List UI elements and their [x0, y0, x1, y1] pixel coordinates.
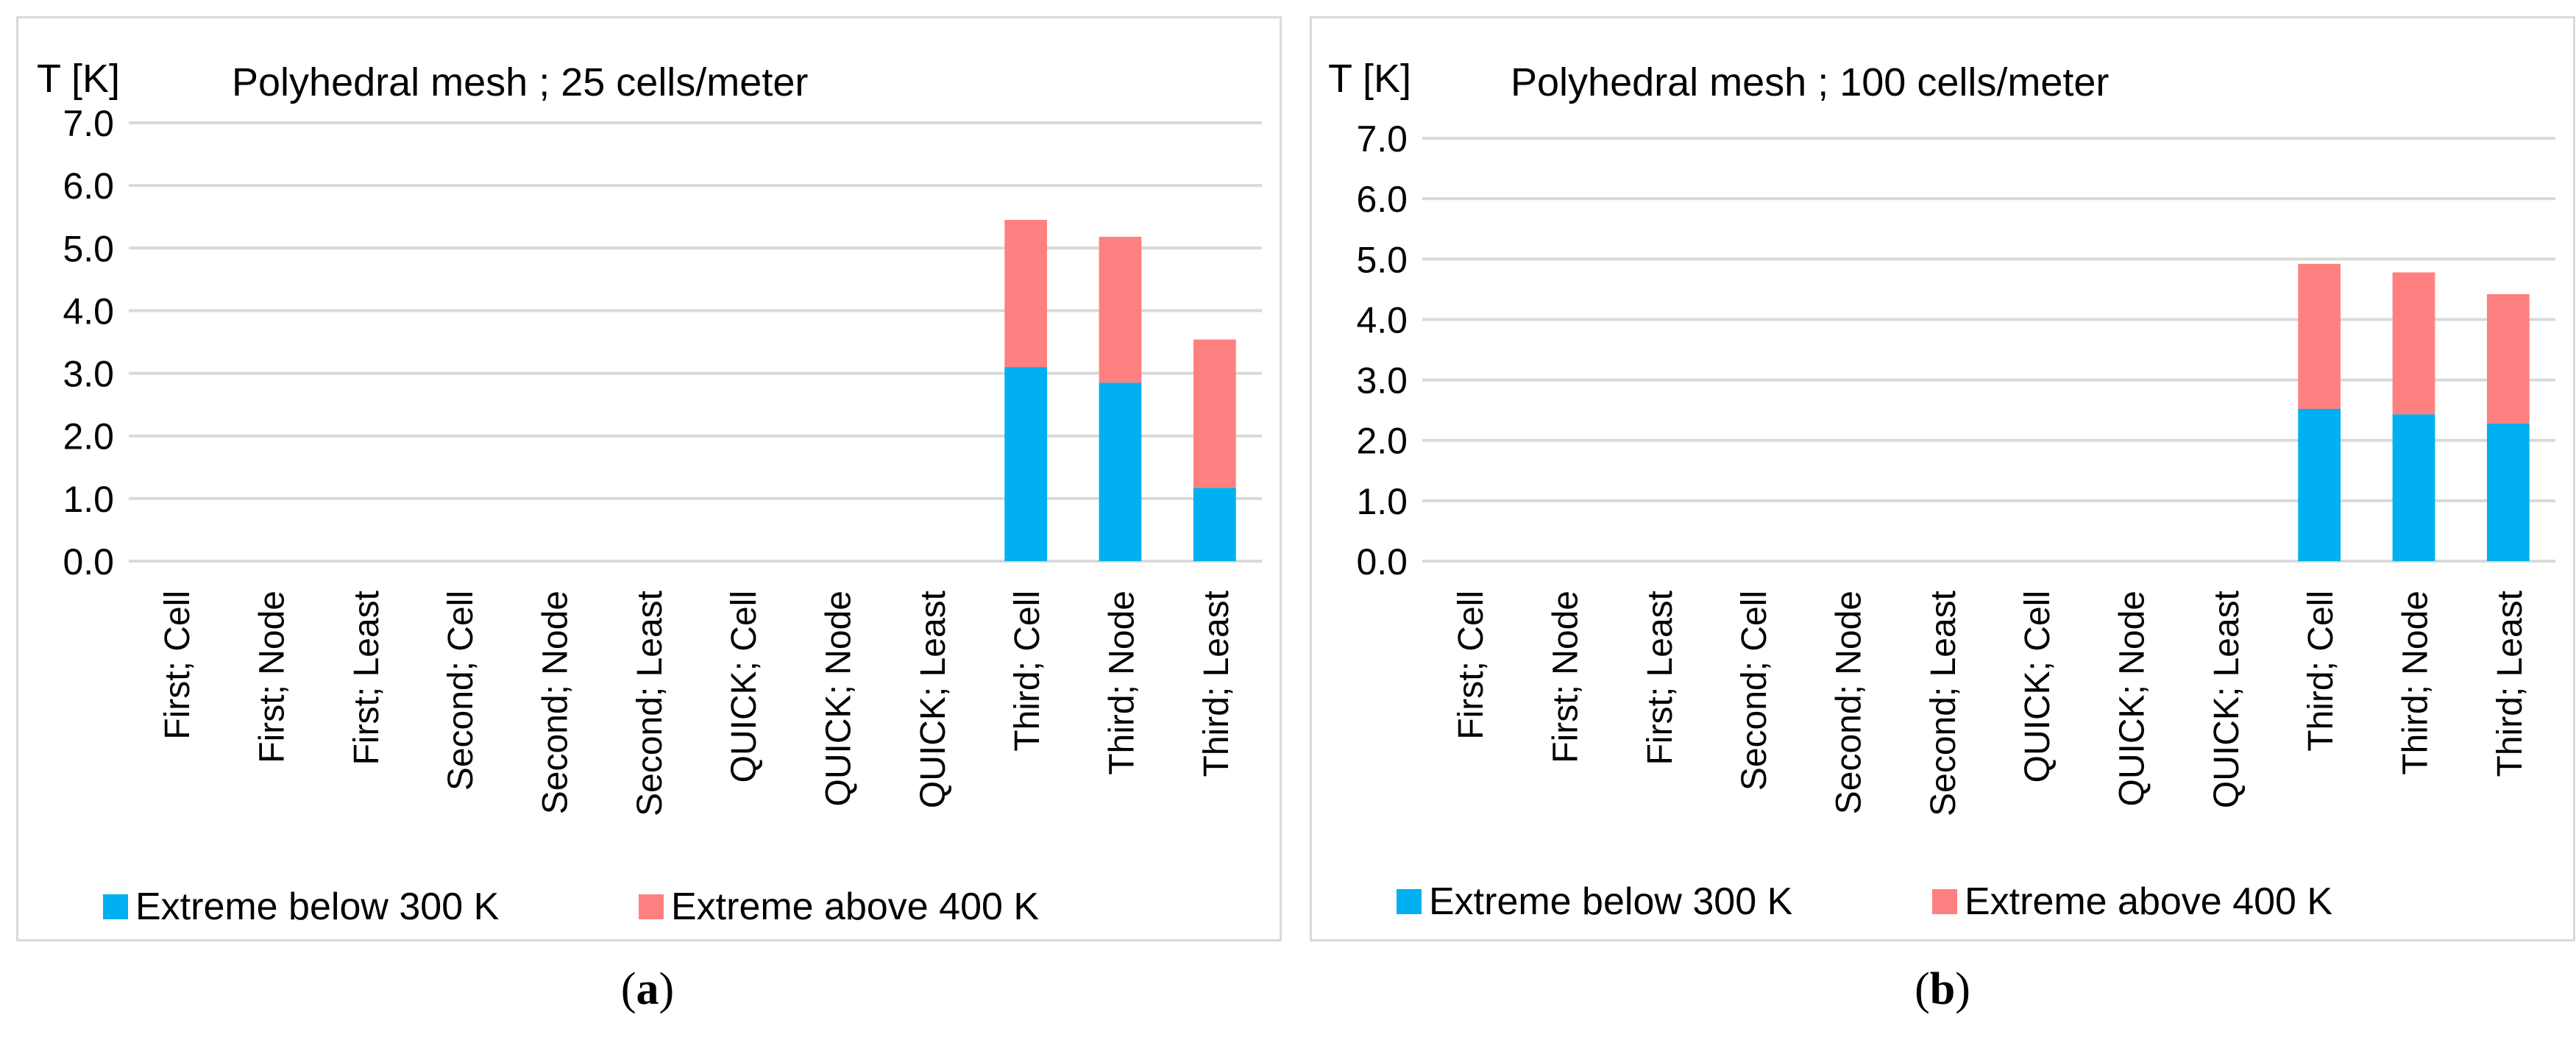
legend-swatch [103, 894, 128, 919]
x-tick-label: Second; Cell [1735, 591, 1774, 791]
y-tick-label: 2.0 [1356, 421, 1408, 462]
legend-swatch [639, 894, 664, 919]
x-tick-label: Second; Cell [441, 591, 480, 791]
x-tick-label: First; Node [253, 591, 292, 763]
bar-above-400 [1193, 339, 1236, 488]
chart-title: Polyhedral mesh ; 25 cells/meter [232, 60, 808, 104]
bar-below-300 [1193, 488, 1236, 561]
y-tick-label: 3.0 [1356, 360, 1408, 402]
bar-below-300 [1099, 382, 1142, 561]
bar-below-300 [2486, 423, 2530, 561]
x-tick-label: Third; Least [1197, 591, 1236, 777]
x-tick-label: QUICK; Cell [2018, 591, 2057, 783]
x-tick-label: Second; Least [631, 591, 670, 816]
y-tick-label: 2.0 [63, 416, 114, 457]
bar-above-400 [1004, 219, 1048, 368]
legend-swatch [1932, 889, 1957, 914]
x-tick-label: First; Cell [158, 591, 197, 740]
y-tick-label: 5.0 [63, 228, 114, 269]
bar-above-400 [2298, 263, 2341, 409]
x-tick-label: First; Least [1641, 591, 1680, 765]
chart-a-svg: Polyhedral mesh ; 25 cells/meter T [K] 0.0… [37, 57, 1262, 928]
x-tick-label: First; Least [347, 591, 386, 765]
y-tick-label: 1.0 [63, 479, 114, 520]
x-tick-label: Third; Cell [1008, 591, 1047, 752]
bar-below-300 [2392, 414, 2435, 561]
bar-below-300 [1004, 367, 1048, 561]
x-tick-label: QUICK; Least [914, 591, 953, 808]
x-tick-label: Third; Cell [2302, 591, 2341, 752]
x-tick-label: QUICK; Node [2113, 591, 2152, 806]
legend-label: Extreme above 400 K [671, 885, 1039, 928]
legend-label: Extreme below 300 K [135, 885, 500, 928]
x-tick-label: Third; Node [1103, 591, 1142, 775]
x-tick-label: First; Node [1547, 591, 1586, 763]
legend-label: Extreme below 300 K [1429, 880, 1793, 923]
x-tick-label: QUICK; Node [820, 591, 859, 806]
y-axis-label: T [K] [37, 57, 120, 101]
bar-above-400 [1099, 236, 1142, 383]
x-tick-label: QUICK; Cell [725, 591, 764, 783]
x-tick-label: QUICK; Least [2207, 591, 2246, 808]
x-tick-label: Second; Node [536, 591, 575, 814]
caption-b: (b) [1915, 964, 1970, 1014]
y-tick-label: 3.0 [63, 354, 114, 395]
y-tick-label: 0.0 [63, 541, 114, 582]
x-tick-label: Second; Least [1924, 591, 1963, 816]
y-tick-label: 7.0 [1356, 118, 1408, 160]
chart-b-svg: Polyhedral mesh ; 100 cells/meter T [K] 0.… [1328, 57, 2555, 923]
chart-panel-a: Polyhedral mesh ; 25 cells/meter T [K] 0.0… [16, 16, 1282, 941]
y-tick-label: 5.0 [1356, 239, 1408, 280]
chart-title: Polyhedral mesh ; 100 cells/meter [1511, 60, 2109, 104]
bar-above-400 [2392, 272, 2435, 415]
y-tick-label: 1.0 [1356, 481, 1408, 522]
y-tick-label: 7.0 [63, 103, 114, 144]
x-tick-label: Third; Least [2491, 591, 2530, 777]
bar-above-400 [2486, 293, 2530, 424]
y-axis-label: T [K] [1328, 57, 1411, 101]
y-tick-label: 4.0 [1356, 299, 1408, 341]
y-tick-label: 0.0 [1356, 541, 1408, 582]
legend-swatch [1397, 889, 1422, 914]
x-tick-label: Second; Node [1830, 591, 1869, 814]
x-tick-label: Third; Node [2396, 591, 2435, 775]
y-tick-label: 6.0 [63, 165, 114, 207]
y-tick-label: 6.0 [1356, 179, 1408, 220]
legend-label: Extreme above 400 K [1965, 880, 2332, 923]
y-tick-label: 4.0 [63, 291, 114, 332]
bar-below-300 [2298, 409, 2341, 561]
x-tick-label: First; Cell [1452, 591, 1491, 740]
chart-panel-b: Polyhedral mesh ; 100 cells/meter T [K] 0.… [1310, 16, 2575, 941]
caption-a: (a) [620, 964, 675, 1014]
